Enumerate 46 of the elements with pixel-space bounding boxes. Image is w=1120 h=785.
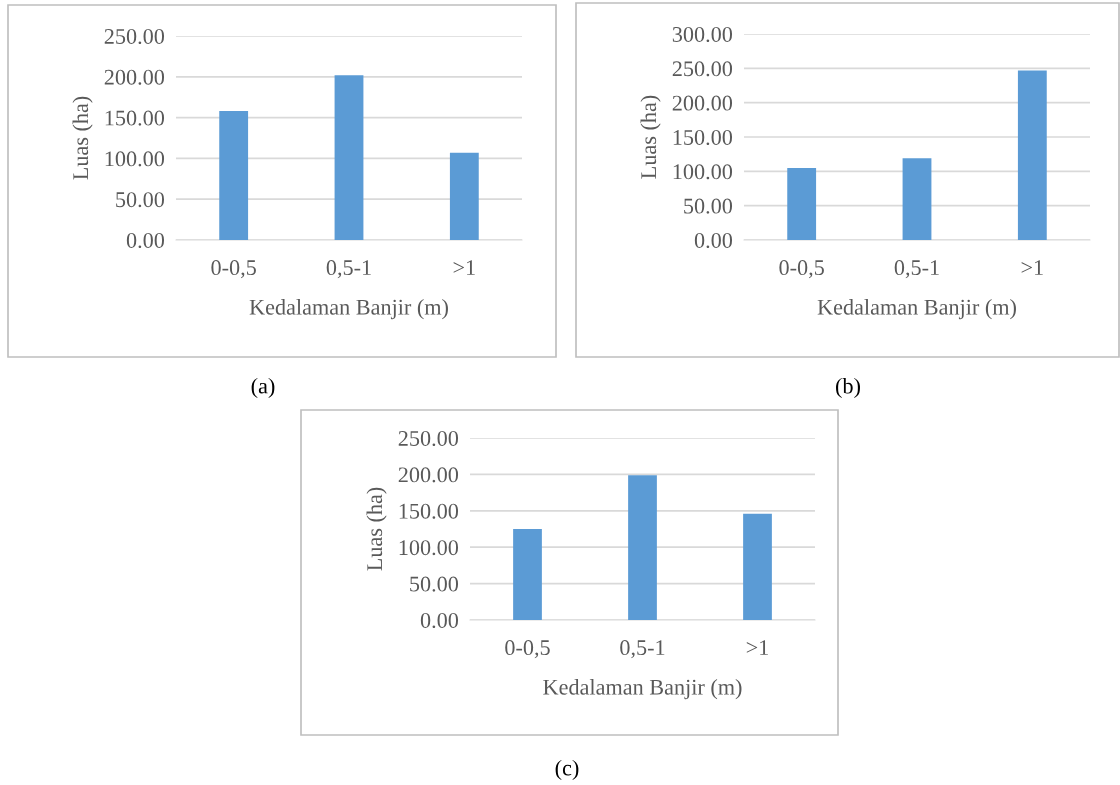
x-tick-label: 0-0,5 — [779, 260, 824, 279]
x-tick-label: 0,5-1 — [894, 260, 939, 279]
y-tick-label: 100.00 — [673, 164, 733, 180]
y-tick-label: 200.00 — [672, 95, 733, 111]
text: (c) — [555, 759, 579, 781]
bar — [219, 111, 249, 240]
y-tick-label: 200.00 — [104, 69, 165, 85]
y-axis-title: Luas (ha) — [640, 95, 661, 179]
y-axis-title: Luas (ha) — [366, 487, 387, 571]
y-tick-label: 150.00 — [105, 110, 165, 126]
x-axis-title: Kedalaman Banjir (m) — [817, 299, 1016, 320]
bar — [902, 158, 932, 240]
y-tick-label: 0.00 — [694, 232, 733, 249]
x-tick-label: >1 — [1021, 260, 1043, 275]
y-tick-label: 250.00 — [104, 28, 165, 45]
y-tick-label: 50.00 — [410, 576, 459, 592]
bar — [449, 152, 479, 240]
bar — [1017, 70, 1047, 240]
y-tick-label: 100.00 — [105, 151, 165, 167]
y-tick-label: 50.00 — [684, 198, 733, 214]
y-tick-label: 0.00 — [420, 612, 459, 629]
x-tick-label: >1 — [453, 260, 475, 275]
y-tick-label: 150.00 — [673, 129, 733, 146]
bar — [787, 167, 817, 240]
y-tick-label: 150.00 — [399, 503, 459, 519]
x-tick-label: 0-0,5 — [505, 640, 550, 659]
y-tick-label: 200.00 — [398, 467, 459, 483]
y-tick-label: 50.00 — [116, 192, 165, 208]
x-tick-label: 0,5-1 — [326, 260, 371, 279]
y-axis-title: Luas (ha) — [72, 96, 93, 180]
x-tick-label: >1 — [746, 640, 768, 655]
bar — [334, 75, 364, 240]
y-tick-label: 250.00 — [398, 430, 459, 447]
x-axis-title: Kedalaman Banjir (m) — [249, 299, 448, 320]
bar — [743, 513, 772, 620]
text: (b) — [836, 377, 860, 399]
y-tick-label: 100.00 — [399, 540, 459, 556]
x-axis-title: Kedalaman Banjir (m) — [543, 679, 742, 700]
text: (a) — [251, 377, 275, 399]
x-tick-label: 0-0,5 — [211, 260, 256, 279]
bar — [513, 529, 542, 620]
bar — [628, 475, 657, 620]
y-tick-label: 0.00 — [126, 232, 165, 249]
x-tick-label: 0,5-1 — [620, 640, 665, 659]
y-tick-label: 300.00 — [672, 26, 733, 43]
y-tick-label: 250.00 — [672, 61, 733, 77]
